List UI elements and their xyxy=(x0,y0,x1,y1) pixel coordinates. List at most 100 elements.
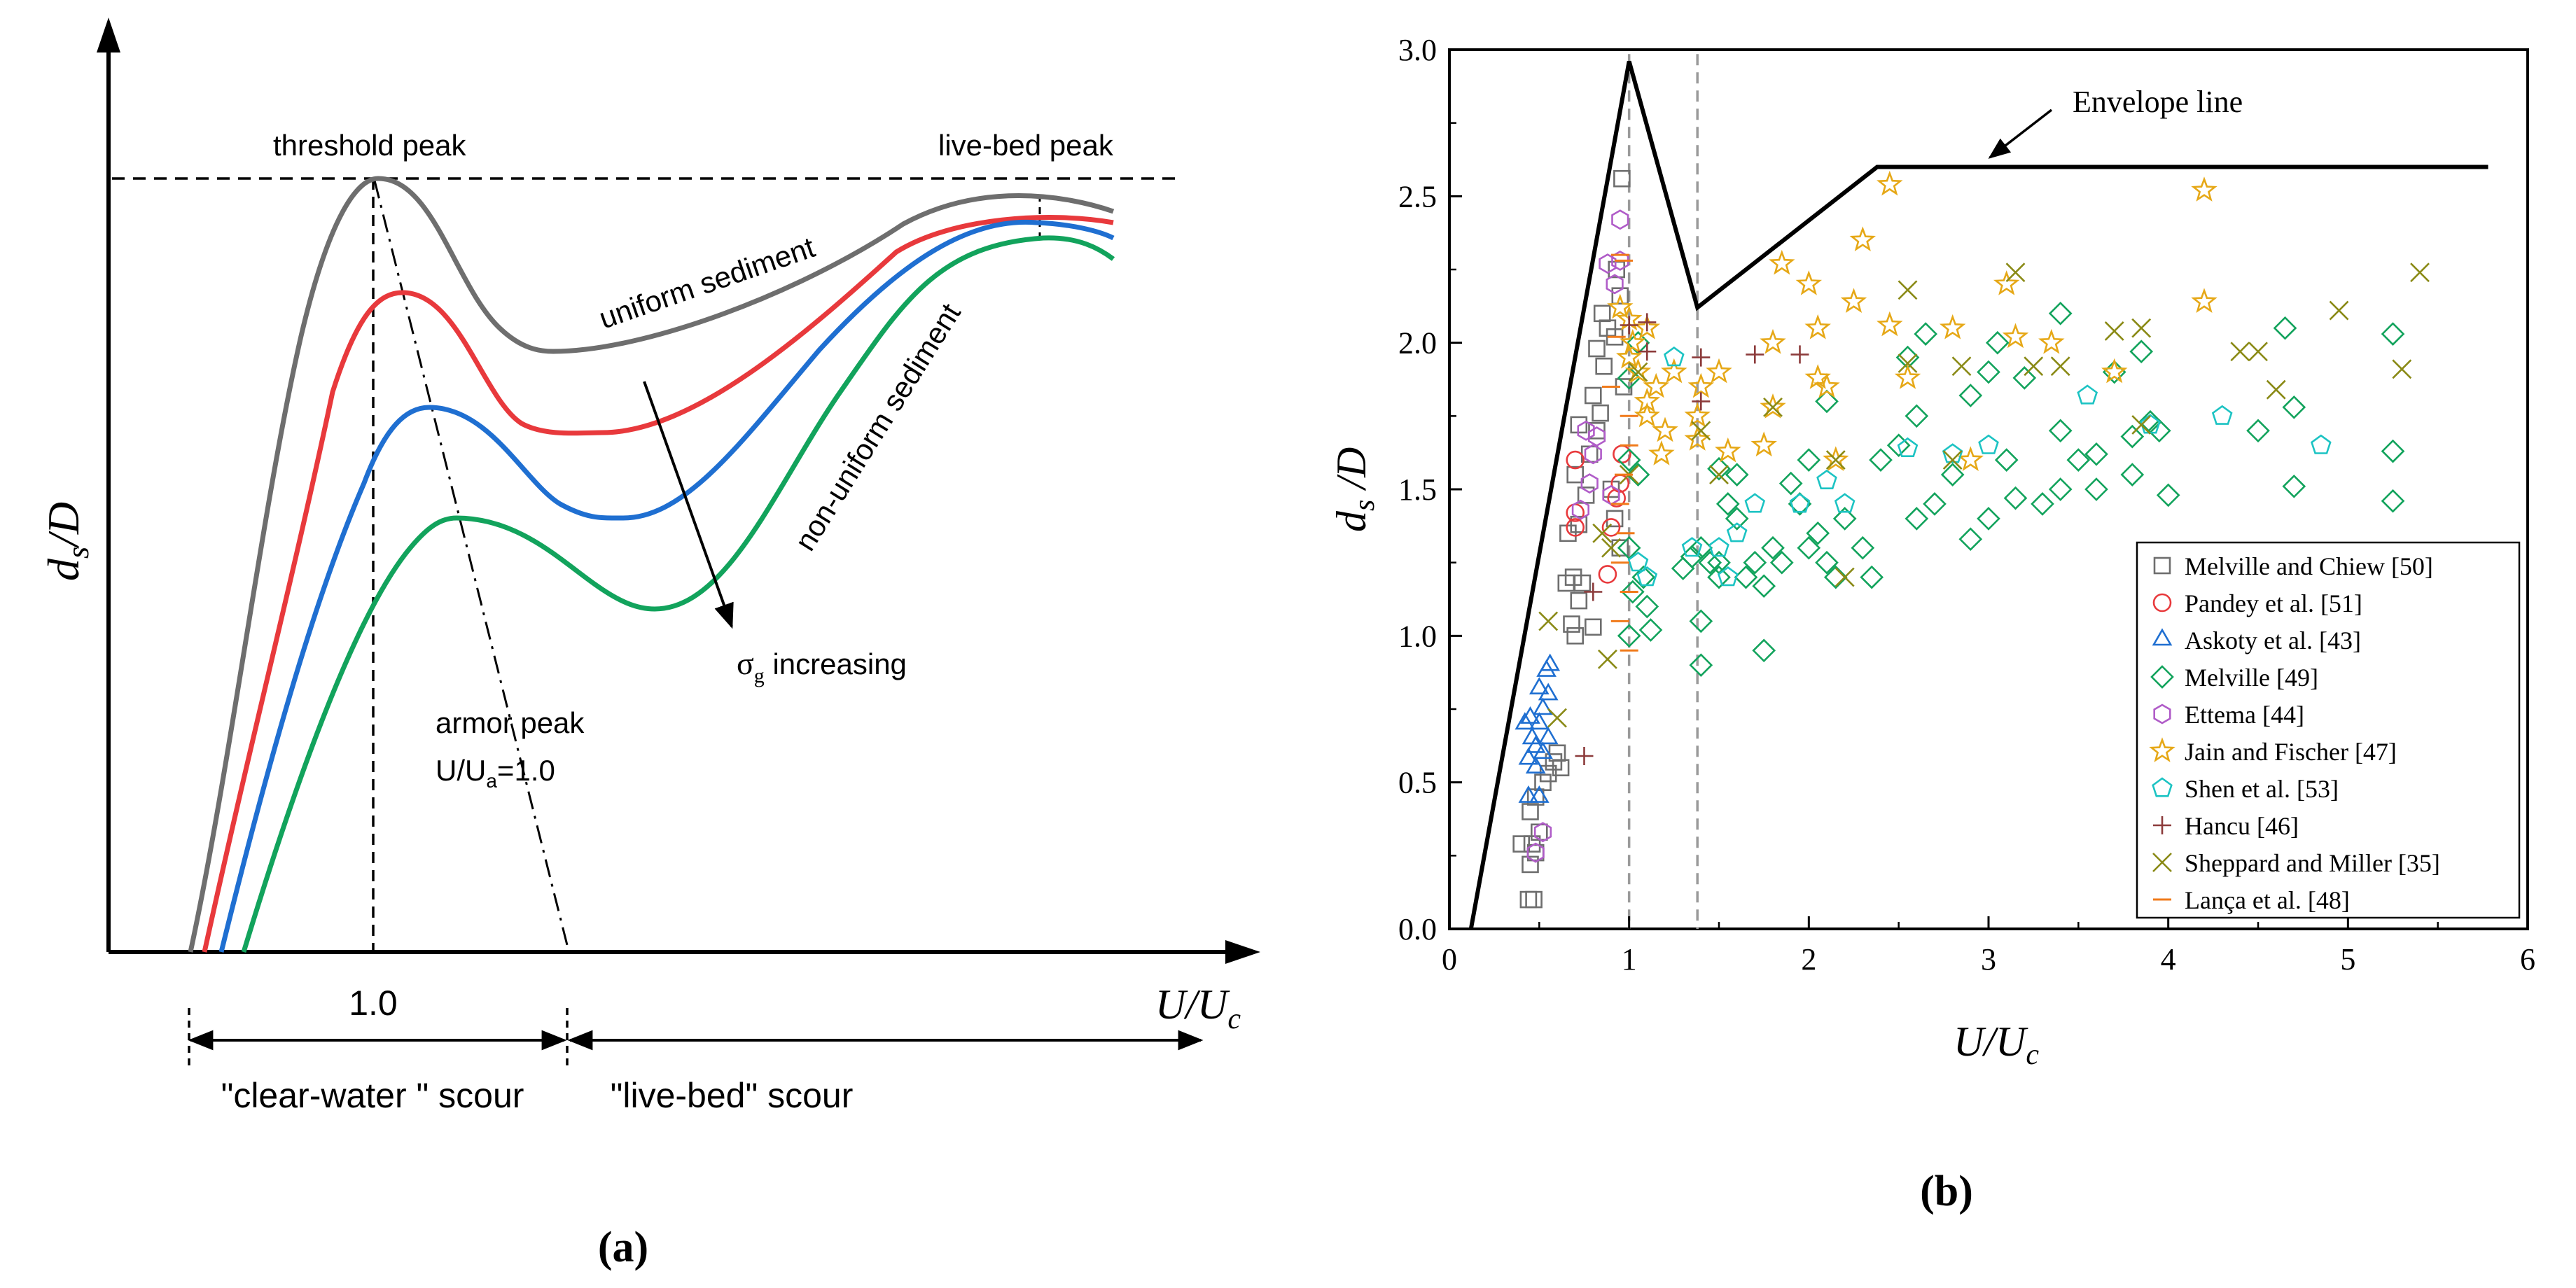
data-point xyxy=(2282,474,2306,498)
x-axis-label: U/Uc xyxy=(1954,1018,2039,1071)
schematic-panel: threshold peak live-bed peak uniform sed… xyxy=(39,18,1260,1271)
data-point xyxy=(1606,274,1624,295)
data-point xyxy=(1533,822,1552,843)
data-point xyxy=(1611,539,1629,557)
data-point xyxy=(1797,536,1821,560)
data-point xyxy=(2246,419,2270,443)
data-point xyxy=(1939,314,1966,340)
data-point xyxy=(1519,890,1538,909)
data-point xyxy=(2120,424,2145,449)
data-point xyxy=(1715,437,1741,463)
curve-uniform-sediment xyxy=(188,176,1115,953)
data-point xyxy=(1533,741,1553,760)
data-point xyxy=(2282,395,2306,419)
data-point xyxy=(1797,448,1821,472)
legend-marker xyxy=(2153,556,2171,575)
data-point xyxy=(1663,346,1685,367)
data-point xyxy=(2156,483,2180,507)
data-point xyxy=(1617,624,1641,648)
data-point xyxy=(1825,450,1846,470)
data-point xyxy=(2101,358,2128,384)
data-point xyxy=(1958,384,1983,407)
data-point xyxy=(1717,566,1739,587)
armor-peak-dashdot-line xyxy=(373,180,570,951)
data-point xyxy=(2048,477,2073,501)
data-point xyxy=(1687,372,1715,398)
data-point xyxy=(1706,358,1732,384)
data-point xyxy=(1692,348,1711,367)
data-point xyxy=(1593,304,1611,323)
armor-peak-label: armor peak xyxy=(436,706,585,739)
data-point xyxy=(1529,712,1550,730)
data-point xyxy=(2012,366,2037,390)
data-point xyxy=(1534,774,1552,791)
data-point xyxy=(1536,659,1557,677)
data-point xyxy=(1763,397,1783,417)
data-point xyxy=(1671,556,1695,580)
schematic-x-axis-label: U/Uc xyxy=(1155,981,1241,1035)
data-point xyxy=(1769,550,1794,575)
data-point xyxy=(1806,521,1830,545)
data-point xyxy=(1620,316,1638,335)
y-tick-label: 1.0 xyxy=(1398,619,1437,653)
schematic-x-arrowhead xyxy=(1225,940,1260,964)
data-point xyxy=(1886,433,1911,458)
data-point xyxy=(1958,527,1983,552)
legend-marker xyxy=(2152,777,2173,797)
data-point xyxy=(2131,414,2152,435)
data-point xyxy=(1631,565,1656,589)
live-bed-peak-label: live-bed peak xyxy=(938,129,1114,162)
data-point xyxy=(1725,463,1749,486)
data-point xyxy=(1598,565,1617,584)
data-point xyxy=(1522,855,1539,874)
data-point xyxy=(1522,803,1539,820)
data-point xyxy=(1816,469,1837,490)
x-tick-label: 3 xyxy=(1981,942,1996,976)
y-tick-label: 1.5 xyxy=(1398,472,1437,507)
data-point xyxy=(1571,499,1589,520)
data-point xyxy=(1538,682,1559,701)
data-point xyxy=(1840,288,1867,313)
data-point xyxy=(1512,835,1530,853)
data-point xyxy=(1573,574,1592,592)
data-point xyxy=(1615,343,1643,369)
data-point xyxy=(1778,471,1803,496)
data-point xyxy=(1897,437,1919,458)
data-point xyxy=(1601,538,1621,558)
sigma-increasing-arrow xyxy=(643,381,734,629)
data-point xyxy=(1898,280,1918,300)
panel-a-caption: (a) xyxy=(598,1224,648,1271)
data-point xyxy=(1648,440,1675,465)
data-point xyxy=(1905,507,1929,531)
data-point xyxy=(1601,518,1621,537)
legend: Melville and Chiew [50] Pandey et al. [51… xyxy=(2136,541,2521,919)
legend-label: Melville and Chiew [50] xyxy=(2185,552,2433,580)
data-point xyxy=(1634,314,1661,340)
data-point xyxy=(1515,712,1536,730)
data-point xyxy=(1834,493,1856,513)
curve-nonuniform-blue xyxy=(218,219,1115,953)
data-point xyxy=(1760,393,1786,419)
data-point xyxy=(1529,677,1550,695)
data-point xyxy=(1795,270,1823,295)
data-point xyxy=(2129,340,2154,364)
data-point xyxy=(1744,493,1766,513)
legend-label: Ettema [44] xyxy=(2185,701,2304,729)
data-point xyxy=(1597,649,1617,669)
data-point xyxy=(1525,735,1546,753)
schematic-y-axis-label: ds/D xyxy=(39,502,95,581)
data-point xyxy=(1760,328,1786,354)
data-point xyxy=(1823,565,1848,589)
data-point xyxy=(2003,486,2028,510)
legend-label: Askoty et al. [43] xyxy=(2185,626,2361,654)
data-point xyxy=(1689,536,1713,560)
data-point xyxy=(1942,443,1963,463)
data-point xyxy=(2120,463,2145,486)
data-point xyxy=(1788,492,1812,516)
clear-water-scour-label: "clear-water " scour xyxy=(221,1076,524,1115)
data-point xyxy=(1525,756,1546,774)
data-point xyxy=(1595,357,1613,375)
legend-box xyxy=(2136,541,2521,919)
data-point xyxy=(1691,421,1711,441)
data-point xyxy=(2077,384,2098,405)
